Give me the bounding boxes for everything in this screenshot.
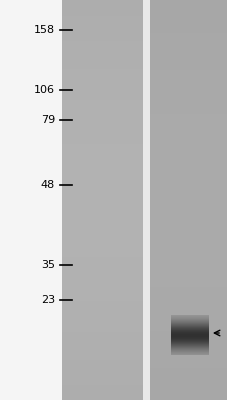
Text: 158: 158 <box>34 25 55 35</box>
Text: 48: 48 <box>41 180 55 190</box>
Text: 106: 106 <box>34 85 55 95</box>
Bar <box>142 0 149 400</box>
Text: 79: 79 <box>41 115 55 125</box>
Text: 23: 23 <box>41 295 55 305</box>
Bar <box>62 0 142 400</box>
Text: 35: 35 <box>41 260 55 270</box>
Bar <box>149 0 227 400</box>
Bar <box>0 0 62 400</box>
